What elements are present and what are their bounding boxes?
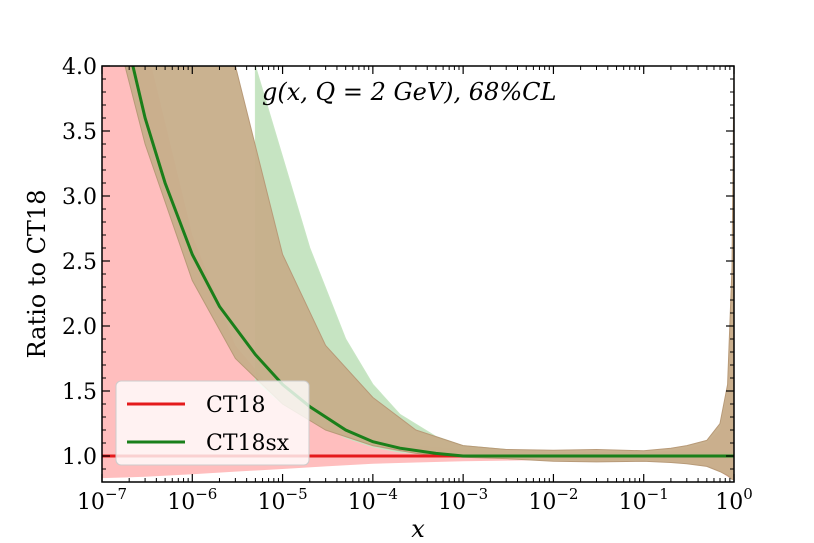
band-ct18sx <box>254 66 734 457</box>
x-tick-label: 10−7 <box>77 485 127 515</box>
x-tick-label: 10−2 <box>528 485 578 515</box>
x-tick-label: 10−1 <box>619 485 669 515</box>
legend-box <box>115 380 310 466</box>
legend-label-ct18sx: CT18sx <box>206 431 290 456</box>
y-tick-label: 3.5 <box>62 120 97 145</box>
x-tick-label: 10−3 <box>438 485 488 515</box>
legend-label-ct18: CT18 <box>206 393 266 418</box>
band-overlap <box>124 66 734 480</box>
y-tick-label: 1.0 <box>62 445 97 470</box>
legend: CT18 CT18sx <box>115 380 310 466</box>
x-axis-label: x <box>411 515 425 543</box>
y-tick-label: 2.5 <box>62 250 97 275</box>
x-tick-label: 10−5 <box>258 485 308 515</box>
x-tick-label: 10−6 <box>167 485 217 515</box>
y-tick-label: 4.0 <box>62 55 97 80</box>
line-ct18sx <box>131 66 734 458</box>
y-tick-label: 1.5 <box>62 380 97 405</box>
chart-title: g(x, Q = 2 GeV), 68%CL <box>262 78 556 106</box>
y-tick-label: 3.0 <box>62 185 97 210</box>
x-tick-label: 10−4 <box>348 485 398 515</box>
y-axis-label: Ratio to CT18 <box>23 190 51 359</box>
x-tick-label: 100 <box>715 485 753 515</box>
y-tick-label: 2.0 <box>62 315 97 340</box>
